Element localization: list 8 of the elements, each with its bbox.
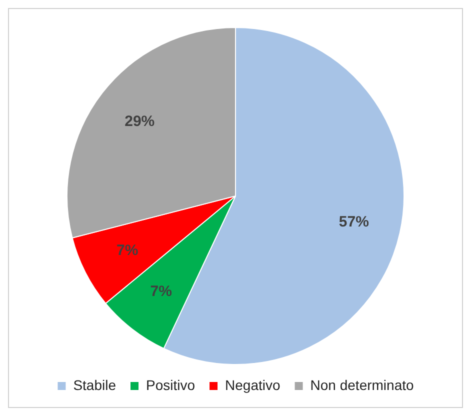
data-label: 7% — [150, 283, 172, 300]
legend-label: Non determinato — [310, 376, 414, 393]
data-label: 57% — [338, 214, 369, 231]
data-label: 7% — [116, 242, 138, 260]
legend-label: Stabile — [73, 376, 116, 393]
legend-label: Negativo — [225, 376, 281, 393]
legend-label: Positivo — [146, 376, 196, 393]
data-label: 29% — [124, 112, 155, 130]
